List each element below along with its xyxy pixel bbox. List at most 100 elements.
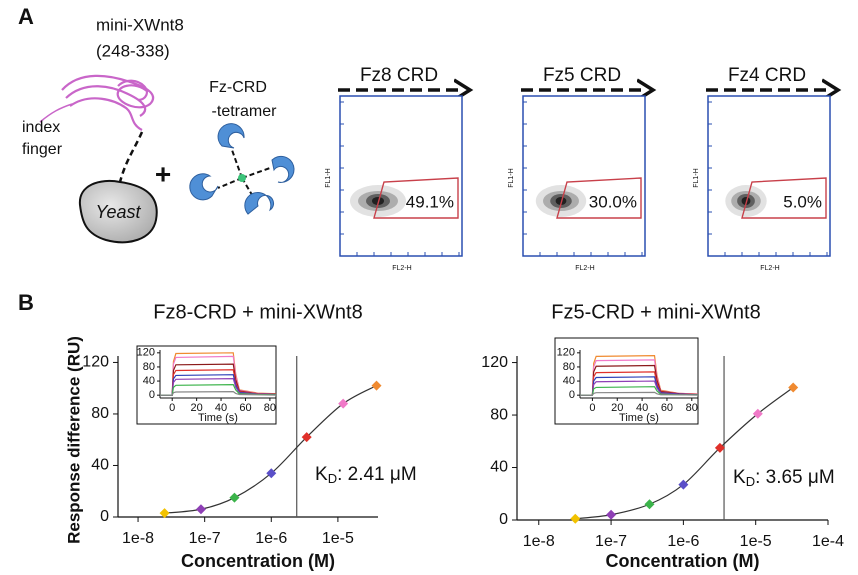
protein-ribbon — [39, 74, 155, 131]
data-point — [159, 508, 170, 519]
data-point — [301, 432, 312, 443]
inset-x-tick-label: 0 — [169, 402, 175, 414]
kd-text: D — [746, 474, 755, 489]
panel-label: A — [18, 4, 34, 29]
gate-percent: 30.0% — [589, 192, 637, 211]
finger-label: finger — [22, 141, 63, 158]
kd-label: KD: 3.65 μM — [733, 467, 835, 489]
tetramer — [189, 123, 295, 215]
gate — [741, 177, 827, 219]
inset-y-tick-label: 80 — [563, 361, 575, 373]
inset-x-tick-label: 40 — [636, 402, 648, 414]
inset-x-tick-label: 80 — [264, 402, 276, 414]
data-point — [570, 513, 581, 524]
inset-y-tick-label: 120 — [557, 347, 575, 359]
inset-y-tick-label: 80 — [143, 361, 155, 373]
linker — [118, 131, 144, 183]
data-point — [678, 479, 689, 490]
gate — [373, 177, 459, 219]
inset-y-tick-label: 0 — [569, 389, 575, 401]
sensorgram — [580, 391, 699, 396]
x-tick-label: 1e-6 — [667, 533, 699, 550]
y-tick-label: 120 — [481, 354, 508, 371]
sensorgram — [160, 391, 277, 396]
ligand-range: (248-338) — [96, 41, 170, 60]
inset-x-tick-label: 20 — [611, 402, 623, 414]
axis-label: FL1-H — [325, 168, 332, 187]
y-tick-label: 80 — [490, 406, 508, 423]
axis-label: FL2-H — [575, 265, 594, 272]
kd-text: K — [733, 467, 746, 488]
data-point — [606, 509, 617, 520]
tetramer-core — [238, 174, 246, 182]
inset-x-label: Time (s) — [198, 412, 238, 424]
kd-label: KD: 2.41 μM — [315, 464, 417, 486]
chart-title: Fz8-CRD + mini-XWnt8 — [153, 301, 362, 323]
inset-x-tick-label: 20 — [191, 402, 203, 414]
yeast-label: Yeast — [95, 202, 141, 222]
panel-label: B — [18, 290, 34, 315]
tetramer-label: -tetramer — [212, 103, 278, 120]
plot-frame — [522, 95, 646, 257]
inset-y-tick-label: 0 — [149, 389, 155, 401]
title-bg — [714, 63, 822, 87]
y-tick-label: 40 — [91, 457, 109, 474]
plot-frame — [707, 95, 831, 257]
x-tick-label: 1e-4 — [812, 533, 844, 550]
axis-label: FL1-H — [693, 168, 700, 187]
inset-x-tick-label: 60 — [239, 402, 251, 414]
inset-y-tick-label: 40 — [563, 375, 575, 387]
flow-title: Fz4 CRD — [728, 65, 806, 86]
data-point — [266, 468, 277, 479]
title-bg — [529, 63, 637, 87]
gate-percent: 49.1% — [406, 192, 454, 211]
plus-sign: + — [155, 158, 171, 189]
inset-x-tick-label: 0 — [589, 402, 595, 414]
axis-label: FL1-H — [508, 168, 515, 187]
y-tick-label: 40 — [490, 459, 508, 476]
title-bg — [346, 63, 454, 87]
chart-title: Fz5-CRD + mini-XWnt8 — [551, 301, 760, 323]
y-tick-label: 0 — [499, 511, 508, 528]
inset-x-tick-label: 40 — [215, 402, 227, 414]
data-point — [229, 492, 240, 503]
data-point — [195, 504, 206, 515]
y-tick-label: 80 — [91, 405, 109, 422]
data-point — [371, 380, 382, 391]
y-tick-label: 120 — [82, 354, 109, 371]
x-tick-label: 1e-7 — [189, 530, 221, 547]
yeast-cell — [78, 180, 158, 244]
inset-y-tick-label: 40 — [143, 375, 155, 387]
inset-x-tick-label: 60 — [661, 402, 673, 414]
x-tick-label: 1e-8 — [122, 530, 154, 547]
x-tick-label: 1e-5 — [322, 530, 354, 547]
x-axis-label: Concentration (M) — [181, 551, 335, 571]
data-point — [752, 408, 763, 419]
tetramer-label: Fz-CRD — [209, 79, 267, 96]
x-tick-label: 1e-7 — [595, 533, 627, 550]
kd-text: : 3.65 μM — [755, 467, 835, 488]
axis-label: FL2-H — [760, 265, 779, 272]
axis-label: FL2-H — [392, 265, 411, 272]
flow-title: Fz5 CRD — [543, 65, 621, 86]
kd-text: D — [328, 471, 337, 486]
x-tick-label: 1e-6 — [255, 530, 287, 547]
gate-percent: 5.0% — [783, 192, 822, 211]
finger-label: index — [22, 119, 60, 136]
data-point — [338, 398, 349, 409]
data-point — [714, 442, 725, 453]
ligand-name: mini-XWnt8 — [96, 15, 184, 34]
inset-x-tick-label: 80 — [686, 402, 698, 414]
y-tick-label: 0 — [100, 508, 109, 525]
kd-text: K — [315, 464, 328, 485]
data-point — [644, 499, 655, 510]
x-axis-label: Concentration (M) — [606, 551, 760, 571]
y-axis-label: Response difference (RU) — [64, 336, 83, 544]
x-tick-label: 1e-5 — [740, 533, 772, 550]
data-point — [788, 382, 799, 393]
inset-y-tick-label: 120 — [137, 347, 155, 359]
plot-frame — [339, 95, 463, 257]
x-tick-label: 1e-8 — [523, 533, 555, 550]
